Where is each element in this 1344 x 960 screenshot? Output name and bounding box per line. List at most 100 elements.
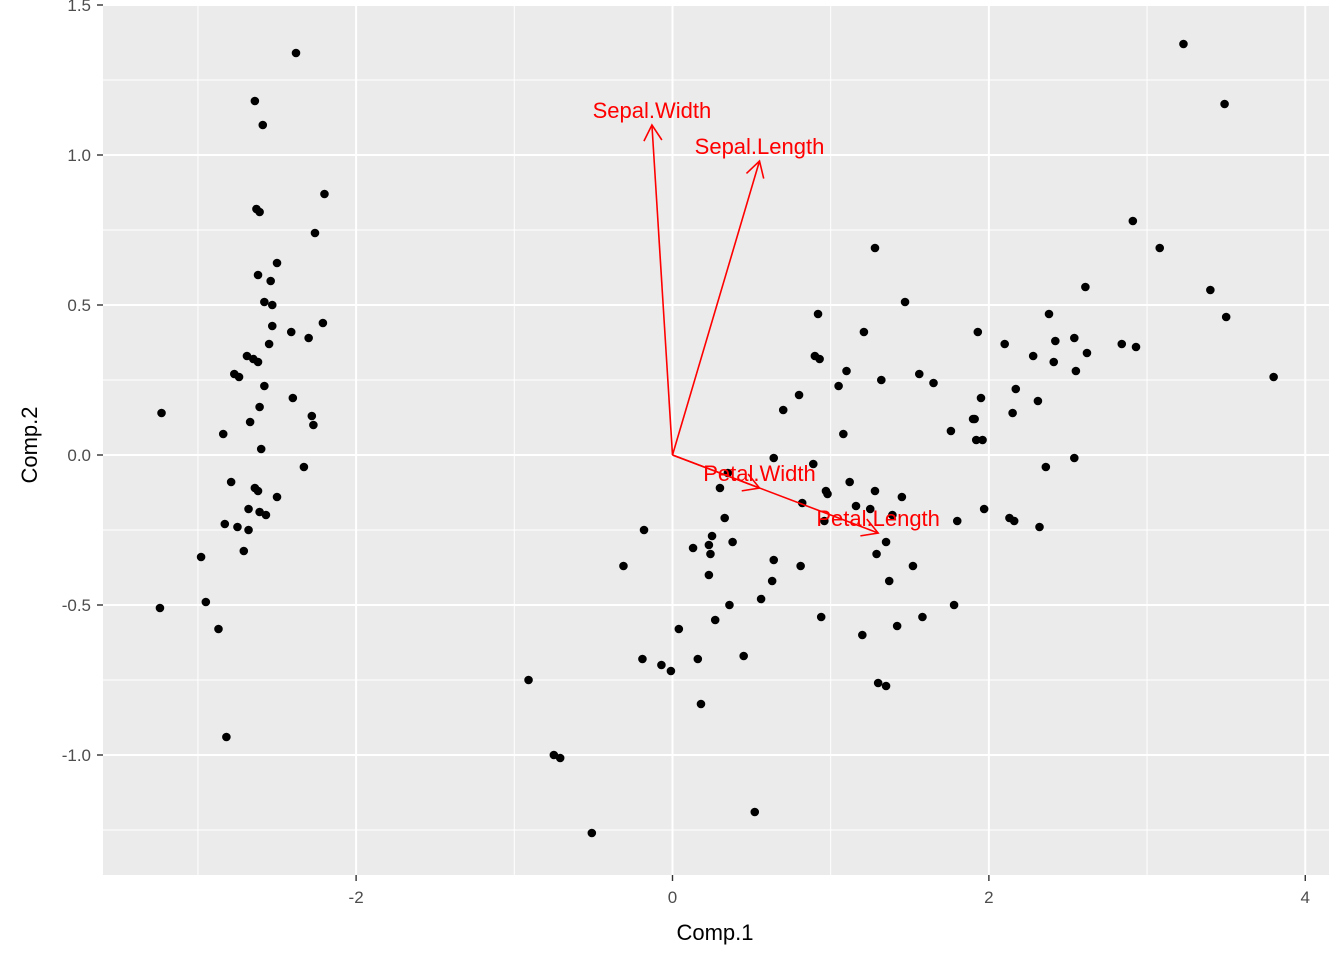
x-tick-label: 2 [984,888,993,907]
score-point [900,297,910,307]
score-point [261,510,271,520]
score-point [157,408,166,418]
score-point [222,732,231,742]
score-point [946,426,956,436]
y-tick-label: 1.0 [67,146,91,165]
score-point [310,228,320,238]
score-point [1155,243,1165,253]
x-tick-label: -2 [349,888,364,907]
score-point [272,258,282,268]
score-point [873,678,883,688]
score-point [244,504,253,514]
axes: -2 0 2 4 -1.0 -0.5 0.0 0.5 1.0 1.5 [62,0,1310,907]
score-point [908,561,918,571]
score-point [979,504,989,514]
score-point [929,378,938,388]
score-point [1082,348,1092,358]
score-point [1009,516,1019,526]
y-tick-label: 0.5 [67,296,91,315]
x-tick-label: 4 [1301,888,1310,907]
score-point [1033,396,1043,406]
loading-arrow-head [860,518,880,537]
score-point [823,489,832,499]
score-point [214,624,223,634]
score-point [696,699,706,709]
score-point [524,675,533,685]
score-point [1051,336,1060,346]
score-point [1206,285,1215,295]
score-point [309,420,318,430]
score-point [619,561,628,571]
loading-label: Sepal.Width [593,98,712,123]
score-point [707,531,717,541]
score-point [820,516,829,526]
score-point [255,207,264,217]
score-point [808,459,818,469]
score-point [253,357,263,367]
loading-label: Petal.Length [816,506,940,531]
score-point [226,477,236,487]
score-point [1128,216,1138,226]
score-point [220,519,230,529]
score-point [272,492,282,502]
score-point [715,483,725,493]
score-point [245,417,255,427]
score-point [870,243,880,253]
score-point [155,603,165,613]
score-point [839,429,848,439]
y-tick-label: -1.0 [62,746,91,765]
score-point [842,366,851,376]
score-point [816,612,826,622]
x-tick-label: 0 [668,888,677,907]
score-point [970,414,979,424]
score-point [657,660,666,670]
y-tick-label: -0.5 [62,596,91,615]
score-point [1041,462,1051,472]
score-point [1081,282,1090,292]
score-point [815,354,824,364]
score-point [234,372,244,382]
score-point [978,435,987,445]
score-point [1044,309,1054,319]
score-point [769,555,779,565]
score-point [266,276,275,286]
score-point [881,681,891,691]
score-point [767,576,777,586]
score-point [1131,342,1141,352]
score-point [834,381,843,391]
score-point [952,516,962,526]
score-point [288,393,298,403]
score-point [674,624,684,634]
score-point [704,570,714,580]
score-point [859,327,869,337]
score-point [1011,384,1021,394]
loading-arrow-head [745,159,765,179]
score-point [693,654,703,664]
score-point [851,501,861,511]
x-axis-title: Comp.1 [676,920,753,945]
score-point [1049,357,1059,367]
plot-panel [103,5,1329,875]
y-tick-label: 1.5 [67,0,91,15]
score-point [858,630,867,640]
score-point [258,120,268,130]
score-point [286,327,296,337]
loading-arrow-shaft [651,124,674,456]
score-point [897,492,907,502]
score-point [639,525,649,535]
score-point [870,486,880,496]
score-point [267,300,277,310]
score-point [884,576,894,586]
score-point [291,48,301,58]
score-point [196,552,206,562]
score-point [320,189,329,199]
score-point [1070,333,1079,343]
y-tick-label: 0.0 [67,446,91,465]
score-point [307,411,317,421]
score-point [1035,522,1044,532]
score-point [750,807,760,817]
score-point [267,321,277,331]
score-point [1117,339,1127,349]
score-point [971,435,981,445]
score-point [845,477,854,487]
